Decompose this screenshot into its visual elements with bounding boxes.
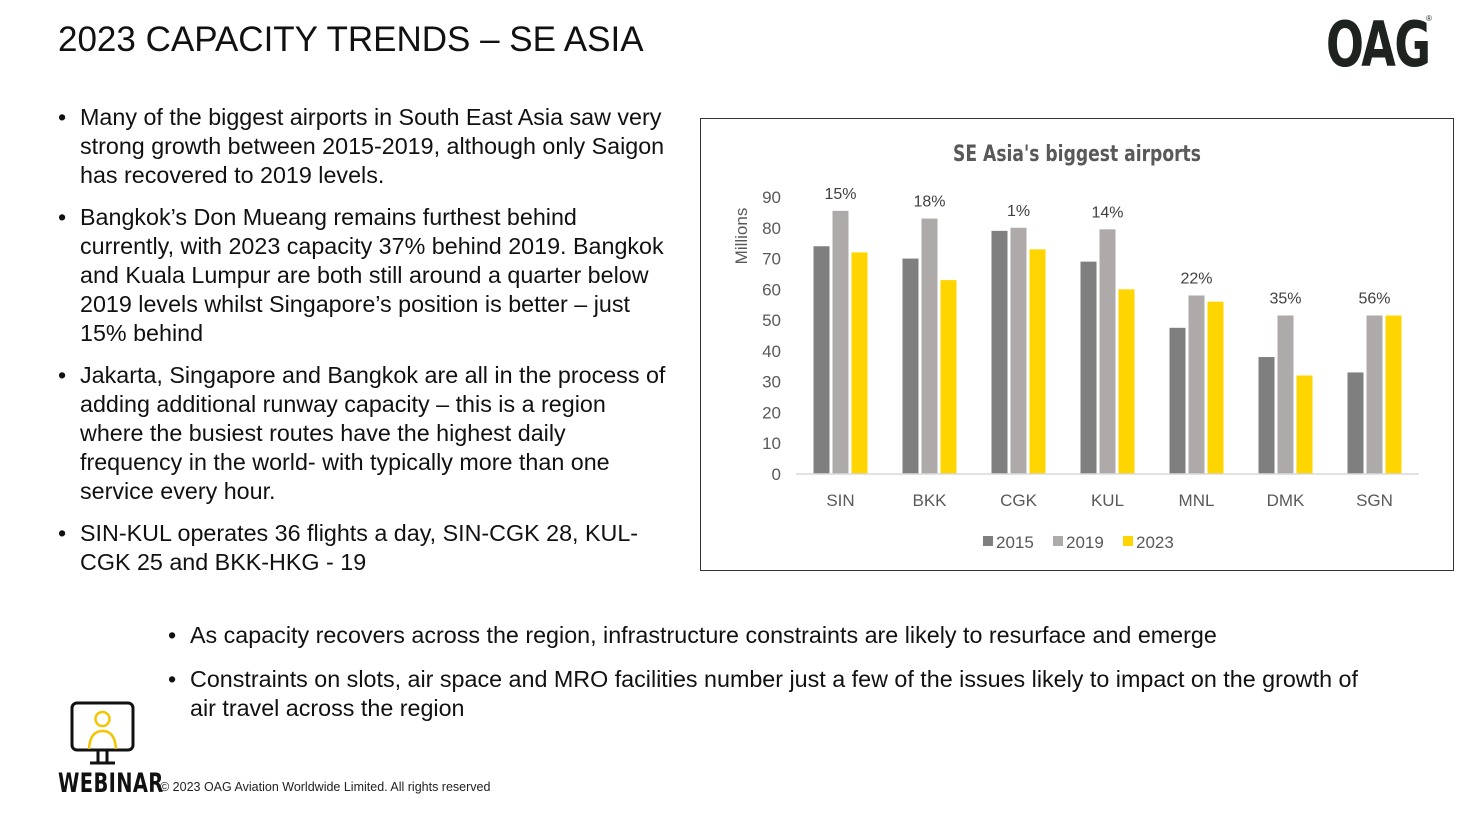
legend-swatch-2015 bbox=[983, 536, 993, 546]
bar-mnl-2019 bbox=[1188, 295, 1205, 474]
bar-bkk-2019 bbox=[921, 218, 938, 474]
y-tick-label: 30 bbox=[762, 373, 781, 392]
data-label: 35% bbox=[1269, 290, 1301, 307]
copyright-text: © 2023 OAG Aviation Worldwide Limited. A… bbox=[160, 780, 491, 794]
legend-swatch-2023 bbox=[1123, 536, 1133, 546]
y-axis-label: Millions bbox=[732, 208, 751, 265]
y-tick-label: 40 bbox=[762, 342, 781, 361]
oag-logo: OAG bbox=[1326, 8, 1431, 81]
bar-dmk-2015 bbox=[1258, 357, 1275, 474]
bullet-item: Bangkok’s Don Mueang remains furthest be… bbox=[58, 203, 668, 347]
y-tick-label: 60 bbox=[762, 280, 781, 299]
legend-swatch-2019 bbox=[1053, 536, 1063, 546]
legend-label: 2015 bbox=[996, 533, 1034, 552]
x-tick-label: KUL bbox=[1091, 491, 1124, 510]
data-label: 14% bbox=[1091, 204, 1123, 221]
legend-label: 2019 bbox=[1066, 533, 1104, 552]
data-label: 1% bbox=[1007, 203, 1030, 220]
legend-label: 2023 bbox=[1136, 533, 1174, 552]
registered-mark: ® bbox=[1426, 14, 1432, 23]
main-bullet-list: Many of the biggest airports in South Ea… bbox=[58, 103, 668, 591]
bar-sgn-2015 bbox=[1347, 372, 1364, 474]
y-tick-label: 10 bbox=[762, 434, 781, 453]
bullet-item: Constraints on slots, air space and MRO … bbox=[168, 665, 1368, 723]
bar-dmk-2023 bbox=[1296, 375, 1313, 474]
bullet-item: Jakarta, Singapore and Bangkok are all i… bbox=[58, 361, 668, 505]
y-tick-label: 70 bbox=[762, 250, 781, 269]
bottom-bullet-list: As capacity recovers across the region, … bbox=[168, 621, 1368, 738]
y-tick-label: 90 bbox=[762, 188, 781, 207]
x-tick-label: CGK bbox=[1000, 491, 1038, 510]
x-tick-label: SIN bbox=[826, 491, 854, 510]
slide-title: 2023 CAPACITY TRENDS – SE ASIA bbox=[58, 20, 644, 59]
bar-sgn-2023 bbox=[1385, 315, 1402, 474]
data-label: 56% bbox=[1358, 290, 1390, 307]
bar-sin-2023 bbox=[851, 252, 868, 474]
y-tick-label: 50 bbox=[762, 311, 781, 330]
bar-bkk-2023 bbox=[940, 280, 957, 474]
y-tick-label: 20 bbox=[762, 403, 781, 422]
chart-title: SE Asia's biggest airports bbox=[953, 141, 1201, 167]
bar-kul-2019 bbox=[1099, 229, 1116, 474]
y-tick-label: 0 bbox=[772, 465, 781, 484]
x-tick-label: DMK bbox=[1267, 491, 1305, 510]
bullet-item: SIN-KUL operates 36 flights a day, SIN-C… bbox=[58, 519, 668, 577]
bullet-item: Many of the biggest airports in South Ea… bbox=[58, 103, 668, 189]
bar-mnl-2023 bbox=[1207, 301, 1224, 474]
webinar-label: WEBINAR bbox=[58, 768, 164, 799]
bar-dmk-2019 bbox=[1277, 315, 1294, 474]
bar-bkk-2015 bbox=[902, 258, 919, 474]
data-label: 18% bbox=[913, 194, 945, 211]
bar-mnl-2015 bbox=[1169, 327, 1186, 474]
x-tick-label: SGN bbox=[1356, 491, 1393, 510]
bar-cgk-2019 bbox=[1010, 227, 1027, 474]
data-label: 15% bbox=[824, 186, 856, 203]
bar-sin-2015 bbox=[813, 246, 830, 474]
bullet-item: As capacity recovers across the region, … bbox=[168, 621, 1368, 650]
bar-chart: SE Asia's biggest airports Millions 0 10 2… bbox=[732, 141, 1419, 552]
y-tick-label: 80 bbox=[762, 219, 781, 238]
x-tick-label: MNL bbox=[1179, 491, 1215, 510]
bar-cgk-2023 bbox=[1029, 249, 1046, 474]
bar-sgn-2019 bbox=[1366, 315, 1383, 474]
chart-frame: SE Asia's biggest airports Millions 0 10 2… bbox=[700, 118, 1454, 571]
webinar-monitor-icon bbox=[68, 700, 138, 773]
bar-sin-2019 bbox=[832, 210, 849, 474]
bar-kul-2023 bbox=[1118, 289, 1135, 474]
bar-kul-2015 bbox=[1080, 261, 1097, 474]
x-tick-label: BKK bbox=[912, 491, 947, 510]
bar-cgk-2015 bbox=[991, 230, 1008, 474]
data-label: 22% bbox=[1180, 270, 1212, 287]
